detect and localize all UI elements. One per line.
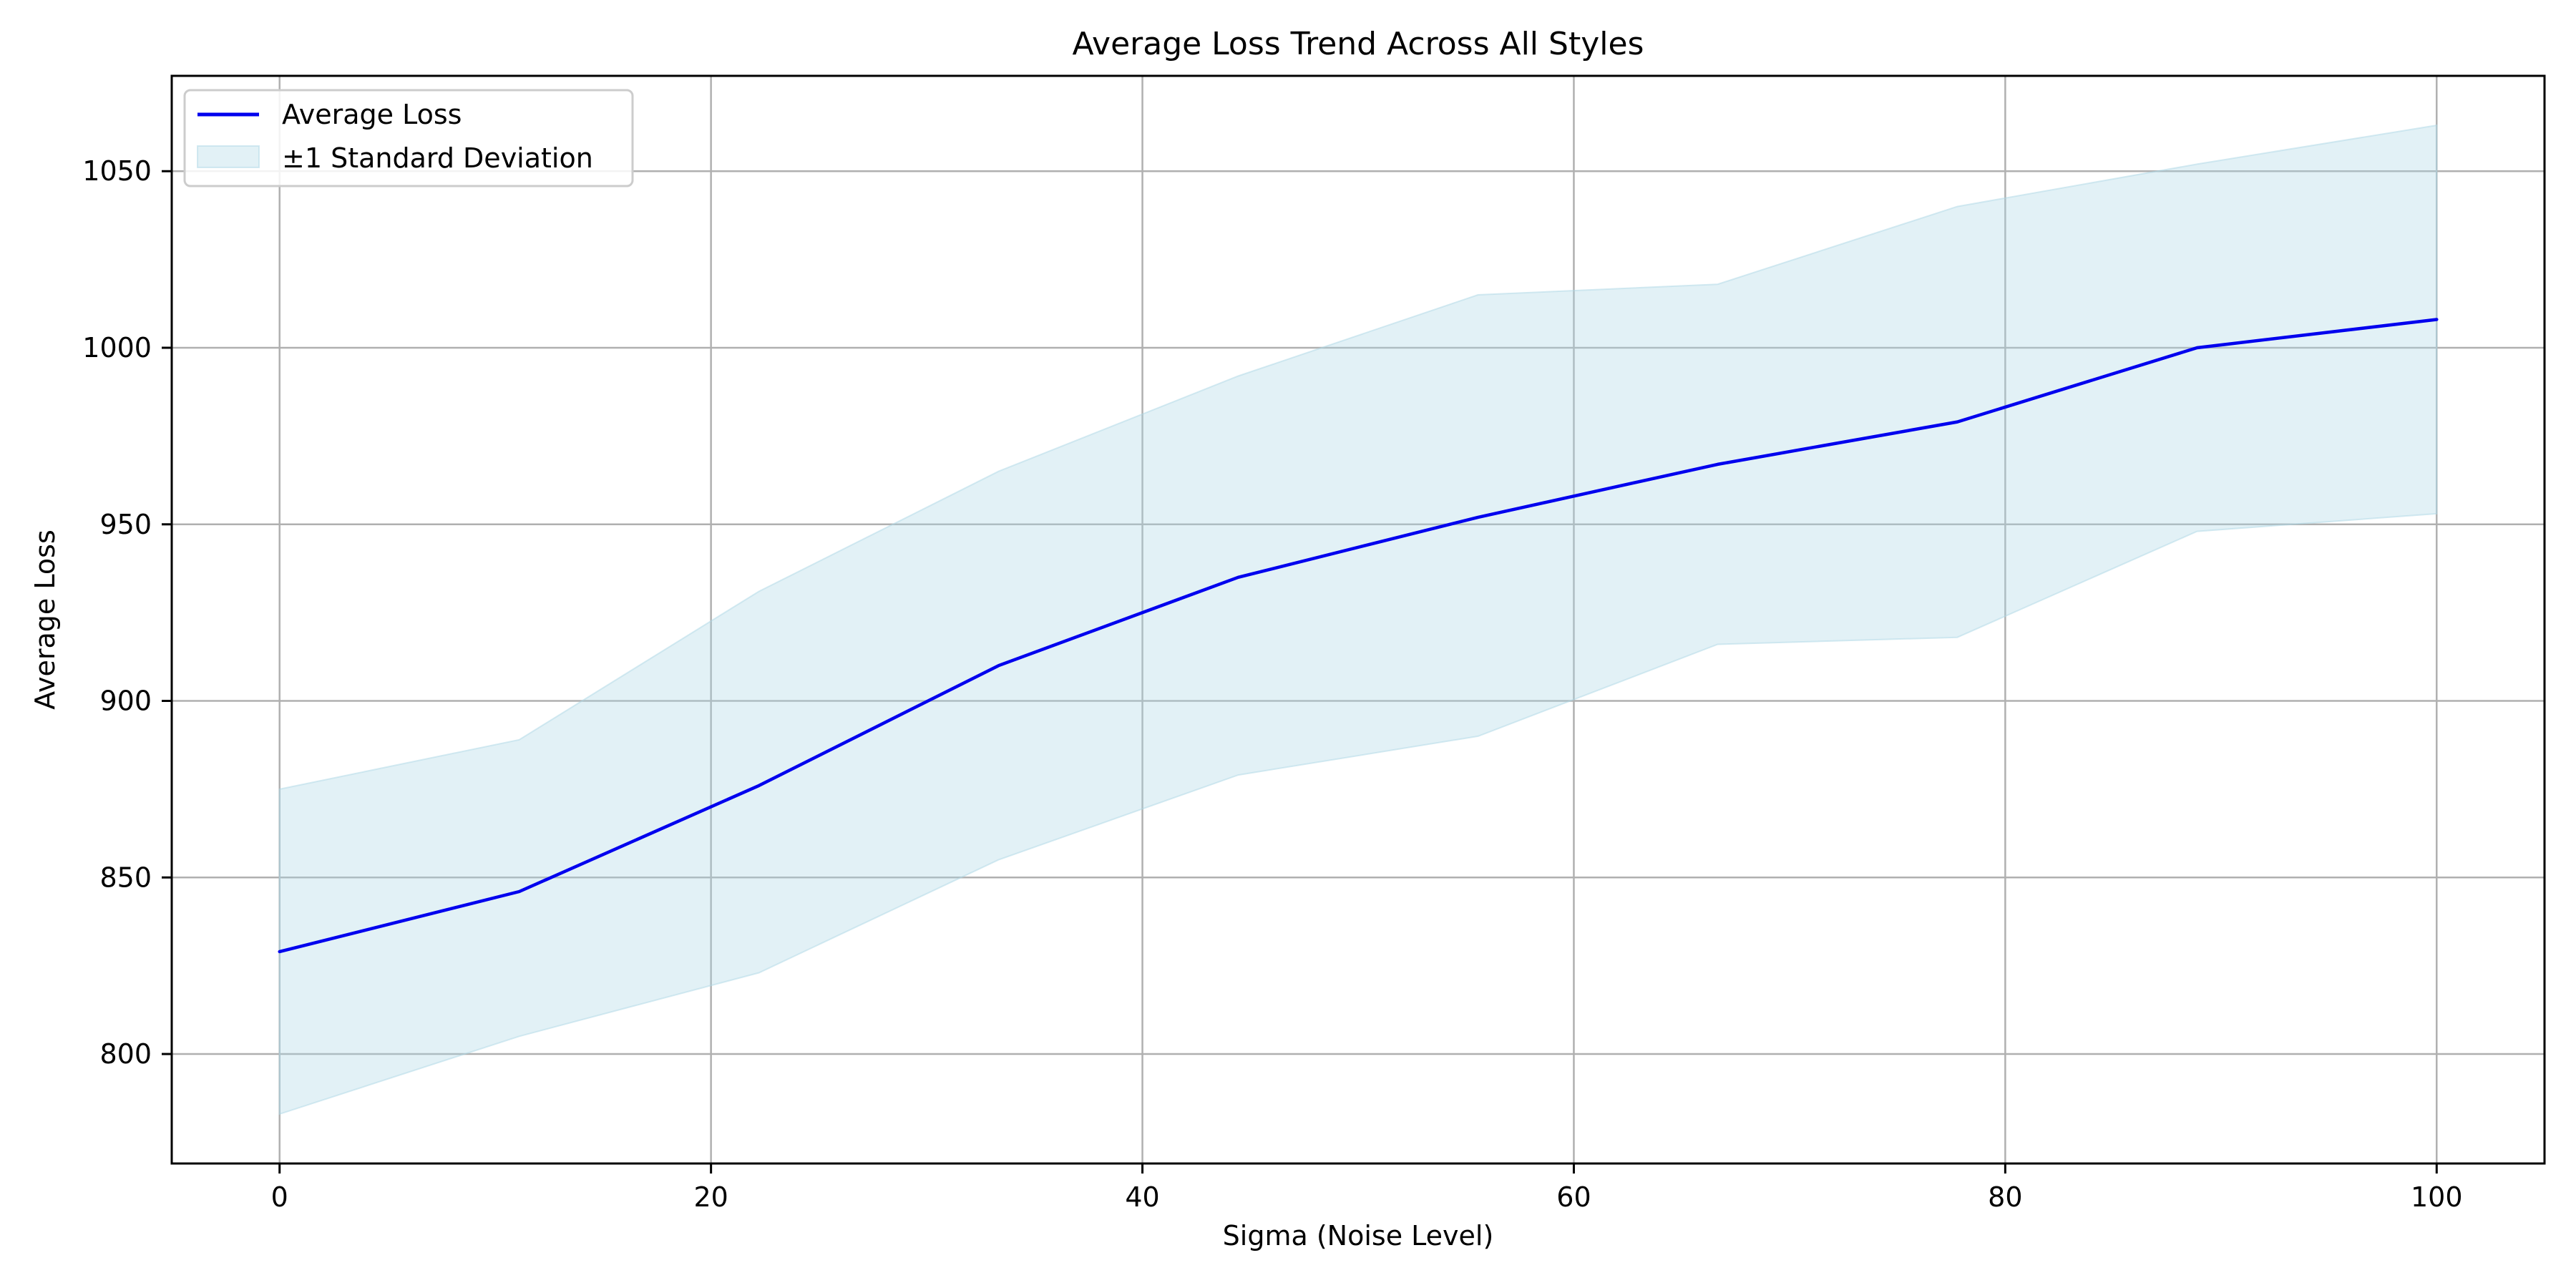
x-tick-label: 40 [1125,1181,1159,1213]
series-layer [278,318,2439,954]
y-tick-label: 1000 [82,332,152,364]
y-axis-label: Average Loss [29,530,61,709]
y-tick-label: 900 [99,686,152,717]
x-tick-label: 80 [1988,1181,2022,1213]
std-deviation-band [278,124,2438,1116]
grid [172,76,2545,1163]
y-tick-label: 950 [99,509,152,540]
plot-area-frame [170,74,2546,1165]
chart-title: Average Loss Trend Across All Styles [1073,26,1644,62]
legend-label-average-loss: Average Loss [282,99,462,130]
legend-label-std-band: ±1 Standard Deviation [282,142,593,174]
x-tick-label: 100 [2411,1181,2463,1213]
legend: Average Loss ±1 Standard Deviation [183,89,634,187]
average-loss-line [278,318,2439,954]
y-tick-label: 850 [99,862,152,893]
legend-band-swatch [197,145,260,168]
x-tick-label: 20 [693,1181,728,1213]
y-tick-label: 1050 [82,155,152,187]
x-axis-label: Sigma (Noise Level) [1223,1220,1494,1252]
std-band-layer [278,124,2438,1116]
legend-box [183,89,634,187]
y-tick-label: 800 [99,1038,152,1070]
axis-ticks: 0 20 40 60 80 100 800 850 900 950 1000 1050 [82,155,2462,1213]
x-tick-label: 0 [271,1181,288,1213]
x-tick-label: 60 [1556,1181,1591,1213]
